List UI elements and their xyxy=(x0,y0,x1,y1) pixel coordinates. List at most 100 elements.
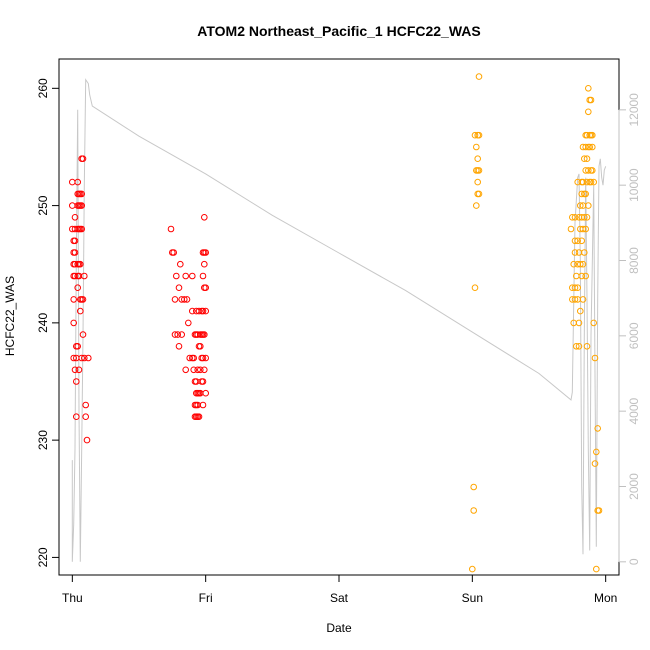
data-point-mon-52 xyxy=(585,85,592,92)
data-point-mon-8 xyxy=(571,249,579,256)
data-point-early-27 xyxy=(74,284,81,292)
data-point-early-1 xyxy=(69,178,76,186)
data-point-mon-40 xyxy=(581,249,588,256)
secondary-tick-label-8000: 8000 xyxy=(627,247,641,274)
data-point-fri-8 xyxy=(175,343,183,350)
data-point-mon-12 xyxy=(573,343,580,350)
data-point-mon-56 xyxy=(585,202,592,209)
data-point-early-19 xyxy=(73,378,80,385)
data-point-fri-9 xyxy=(177,260,184,268)
data-point-mon-48 xyxy=(583,155,591,162)
data-point-mon-14 xyxy=(574,237,582,245)
data-point-fri-12 xyxy=(181,296,188,303)
data-point-mon-37 xyxy=(581,155,588,162)
data-point-sun-4 xyxy=(471,131,479,139)
x-tick-label-Thu: Thu xyxy=(62,591,83,605)
data-point-fri-52 xyxy=(199,307,207,315)
data-point-fri-38 xyxy=(195,307,203,315)
data-point-mon-21 xyxy=(575,343,583,350)
data-point-fri-51 xyxy=(199,272,207,280)
data-point-mon-34 xyxy=(579,225,587,233)
data-point-sun-9 xyxy=(474,155,482,162)
x-tick-label-Mon: Mon xyxy=(594,591,617,605)
data-point-mon-42 xyxy=(582,143,590,151)
data-point-mon-46 xyxy=(582,272,590,280)
data-point-sun-11 xyxy=(474,178,482,186)
data-point-fri-4 xyxy=(171,331,179,338)
plot-frame xyxy=(58,58,620,576)
data-point-mon-25 xyxy=(577,307,584,315)
data-point-mon-1 xyxy=(569,214,576,221)
data-point-mon-74 xyxy=(594,425,602,432)
y-axis-label: HCFC22_WAS xyxy=(3,276,17,356)
data-point-mon-20 xyxy=(575,319,583,327)
data-point-early-28 xyxy=(74,343,81,350)
y-tick-label-260: 260 xyxy=(36,78,50,98)
data-point-mon-71 xyxy=(591,460,599,467)
data-point-sun-15 xyxy=(475,167,483,174)
data-point-early-0 xyxy=(69,202,76,209)
data-point-early-52 xyxy=(82,401,89,409)
data-point-mon-53 xyxy=(585,108,592,116)
data-point-fri-55 xyxy=(199,378,207,385)
data-point-sun-5 xyxy=(473,143,480,151)
y-tick-label-250: 250 xyxy=(36,195,50,215)
data-point-mon-73 xyxy=(593,565,600,573)
data-point-fri-3 xyxy=(171,296,179,303)
data-point-early-21 xyxy=(74,178,81,186)
data-point-mon-36 xyxy=(579,296,587,303)
data-point-sun-13 xyxy=(475,73,483,80)
data-point-mon-7 xyxy=(571,237,579,245)
data-point-early-40 xyxy=(77,307,84,315)
data-point-fri-5 xyxy=(173,272,180,280)
data-point-mon-44 xyxy=(582,190,590,198)
y-tick-label-230: 230 xyxy=(36,430,50,450)
data-point-early-13 xyxy=(71,249,79,256)
data-point-fri-14 xyxy=(182,366,189,374)
data-point-mon-59 xyxy=(586,143,594,151)
data-point-early-44 xyxy=(78,225,85,233)
data-point-early-12 xyxy=(71,237,79,245)
secondary-tick-label-2000: 2000 xyxy=(627,473,641,500)
data-point-mon-65 xyxy=(589,131,596,139)
data-point-early-54 xyxy=(83,436,91,444)
data-point-fri-61 xyxy=(201,331,208,338)
data-point-mon-69 xyxy=(590,319,598,327)
data-point-early-43 xyxy=(78,202,85,209)
data-point-fri-66 xyxy=(202,354,209,362)
y-tick-label-240: 240 xyxy=(36,313,50,333)
data-point-early-50 xyxy=(81,272,88,280)
data-point-mon-50 xyxy=(583,214,591,221)
data-point-fri-16 xyxy=(185,319,192,327)
data-point-fri-62 xyxy=(201,366,208,374)
data-point-fri-0 xyxy=(167,225,175,233)
data-point-early-55 xyxy=(85,354,92,362)
data-point-fri-56 xyxy=(199,401,207,409)
data-point-early-38 xyxy=(77,260,84,268)
data-point-early-8 xyxy=(70,319,77,327)
data-point-mon-30 xyxy=(578,272,586,280)
data-point-mon-66 xyxy=(589,143,596,151)
data-point-mon-29 xyxy=(578,237,586,245)
data-point-fri-44 xyxy=(197,366,204,374)
secondary-tick-label-0: 0 xyxy=(627,558,641,565)
data-point-fri-13 xyxy=(182,272,189,280)
data-point-mon-72 xyxy=(593,448,600,456)
x-axis-label: Date xyxy=(326,621,352,635)
altitude-line xyxy=(71,78,607,562)
data-point-mon-55 xyxy=(585,167,592,174)
data-point-early-53 xyxy=(82,413,89,421)
data-point-sun-2 xyxy=(470,507,478,514)
data-point-mon-27 xyxy=(578,190,586,198)
data-point-mon-16 xyxy=(574,284,582,292)
data-point-mon-0 xyxy=(567,225,575,233)
data-point-mon-39 xyxy=(581,214,588,221)
data-point-fri-19 xyxy=(189,307,196,315)
secondary-tick-label-10000: 10000 xyxy=(627,168,641,202)
data-point-fri-59 xyxy=(201,260,208,268)
data-point-mon-35 xyxy=(579,260,587,268)
data-point-mon-68 xyxy=(590,178,598,186)
data-point-early-46 xyxy=(78,354,85,362)
data-point-early-16 xyxy=(71,366,79,374)
y-tick-label-220: 220 xyxy=(36,547,50,567)
